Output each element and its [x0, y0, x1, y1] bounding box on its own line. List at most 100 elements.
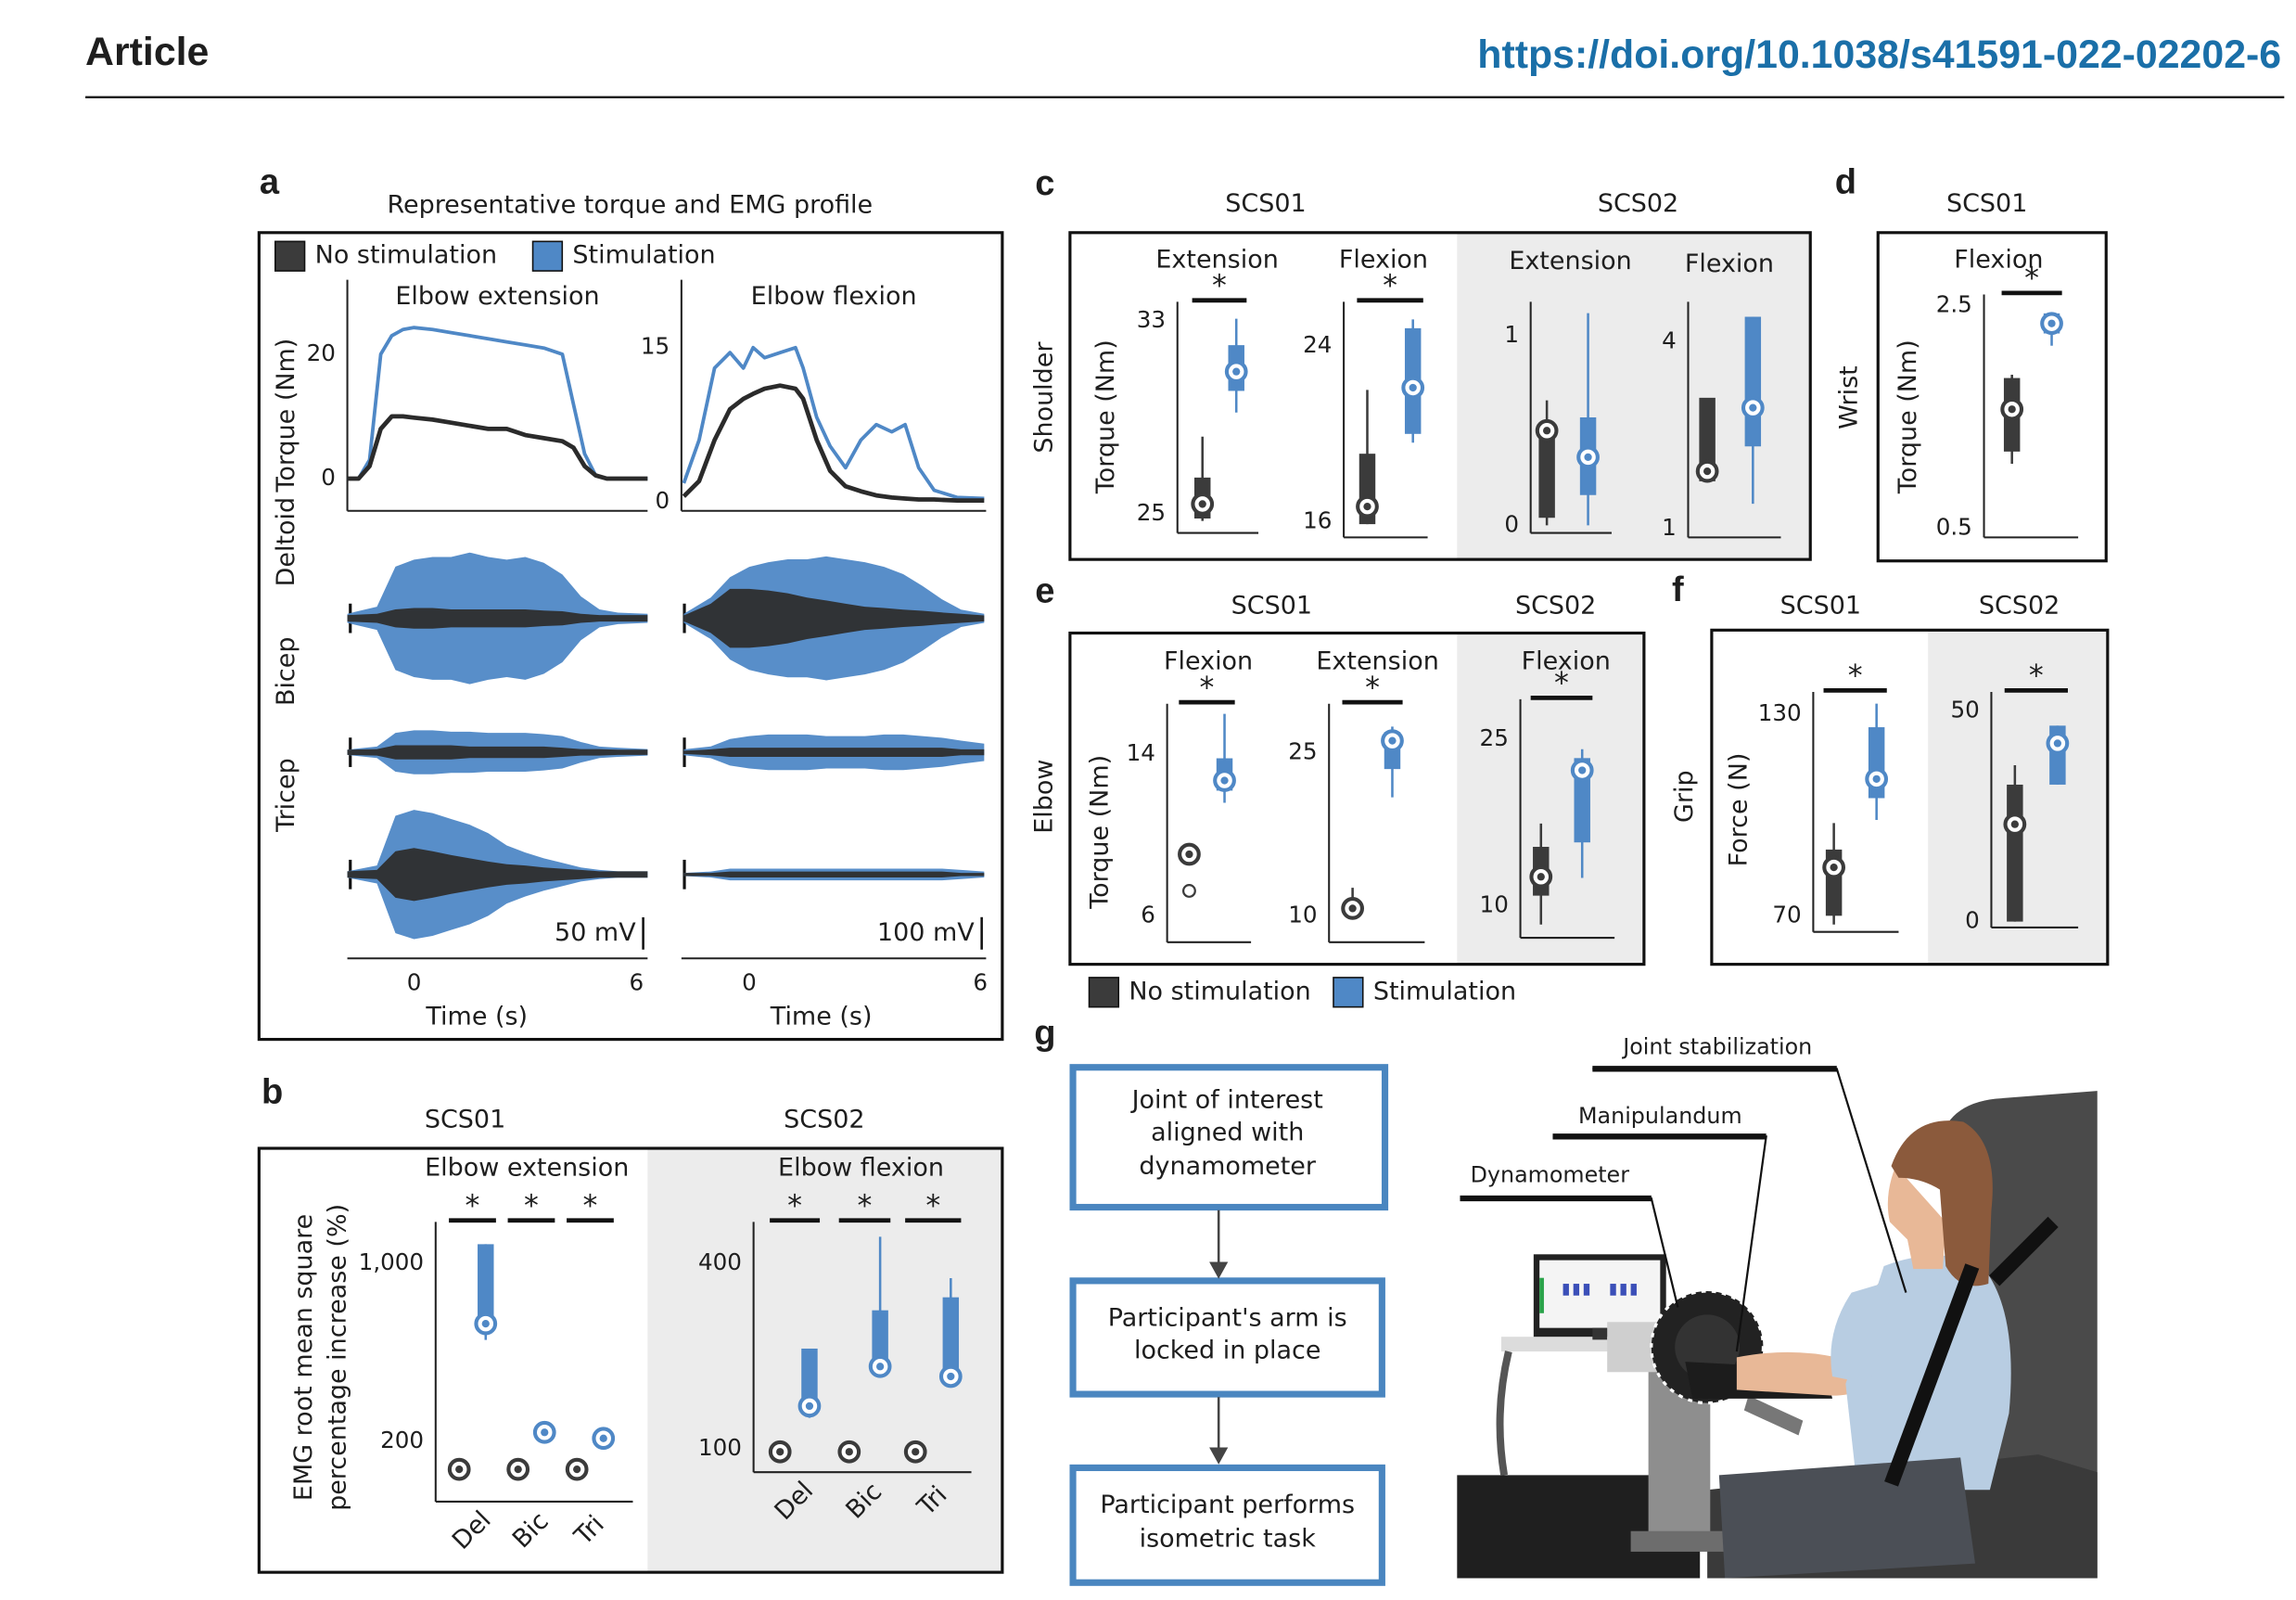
category-label: Tri	[568, 1510, 610, 1552]
panel-frame	[1068, 631, 1646, 966]
scale-bar-label: 50 mV	[555, 918, 636, 947]
median-dot	[2047, 319, 2056, 327]
step-text: Joint of interest	[1130, 1086, 1323, 1115]
panel-letter: f	[1672, 570, 1684, 609]
y-tick-label: 200	[380, 1427, 424, 1453]
significance-star: *	[787, 1190, 802, 1223]
median-dot	[1363, 502, 1371, 511]
median-dot	[1703, 467, 1712, 476]
panel-letter: a	[260, 162, 280, 201]
row-label: Deltoid	[272, 497, 300, 587]
legend-label: Stimulation	[1373, 977, 1516, 1005]
panel-frame	[1710, 628, 2110, 966]
y-tick-label: 24	[1303, 331, 1332, 358]
chart-title: Flexion	[1954, 245, 2043, 274]
panel-letter: b	[261, 1072, 283, 1111]
significance-star: *	[1200, 672, 1215, 705]
group-label: SCS01	[1946, 189, 2027, 218]
median-dot	[805, 1402, 814, 1411]
step-text: isometric task	[1140, 1525, 1317, 1554]
torque-trace	[682, 383, 985, 504]
median-dot	[1232, 367, 1241, 376]
group-label: SCS02	[1515, 591, 1596, 620]
flow-arrows	[1209, 1210, 1229, 1465]
median-dot	[514, 1466, 522, 1474]
y-tick-label: 16	[1303, 507, 1332, 534]
median-dot	[1388, 736, 1397, 745]
box	[1538, 427, 1555, 518]
illustration-label: Manipulandum	[1578, 1103, 1742, 1129]
chart-title: Extension	[1155, 245, 1278, 274]
y-tick-label: 100	[698, 1434, 742, 1461]
step-text: locked in place	[1134, 1337, 1320, 1365]
y-tick-label: 6	[1141, 901, 1155, 928]
median-dot	[1185, 850, 1193, 859]
significance-star: *	[925, 1190, 940, 1223]
significance-star: *	[524, 1190, 539, 1223]
legend-swatch	[1333, 977, 1364, 1008]
illustration-label: Dynamometer	[1471, 1162, 1630, 1188]
y-axis-label: Torque (Nm)	[1086, 755, 1115, 910]
step-text: aligned with	[1151, 1119, 1304, 1147]
median-dot	[1749, 403, 1757, 412]
median-dot	[1198, 500, 1206, 508]
group-label: SCS01	[1231, 591, 1312, 620]
y-tick-label: 14	[1127, 739, 1155, 766]
panel-letter: e	[1035, 572, 1054, 611]
emg-envelope	[683, 748, 985, 757]
box	[942, 1297, 960, 1376]
x-tick-label: 6	[630, 968, 644, 995]
median-dot	[455, 1466, 464, 1474]
legend-label: No stimulation	[1129, 977, 1310, 1005]
median-dot	[599, 1434, 607, 1442]
median-dot	[912, 1448, 920, 1456]
column-title: Elbow flexion	[751, 282, 917, 311]
y-tick-label: 0	[321, 464, 336, 491]
box	[801, 1348, 818, 1406]
step-text: Participant performs	[1100, 1491, 1355, 1519]
median-dot	[541, 1428, 549, 1437]
group-label: SCS02	[1598, 189, 1678, 218]
illustration-label: Joint stabilization	[1621, 1034, 1812, 1060]
median-dot	[1542, 427, 1551, 435]
box	[1744, 316, 1762, 447]
median-dot	[845, 1448, 853, 1456]
chart-title: Flexion	[1339, 245, 1428, 274]
y-tick-label: 20	[307, 339, 336, 366]
scale-bar-label: 100 mV	[877, 918, 975, 947]
section-label: Article	[85, 30, 209, 74]
group-background	[1457, 633, 1644, 965]
median-dot	[1584, 453, 1592, 462]
step-text: dynamometer	[1139, 1152, 1316, 1181]
median-dot	[573, 1466, 581, 1474]
y-tick-label: 4	[1662, 326, 1677, 353]
significance-star: *	[1365, 672, 1380, 705]
panel-title: Representative torque and EMG profile	[387, 191, 873, 220]
median-dot	[1578, 766, 1587, 774]
box	[872, 1310, 888, 1367]
y-axis-label: Torque (Nm)	[1091, 339, 1120, 494]
significance-star: *	[1554, 667, 1569, 700]
legend-swatch	[1088, 977, 1120, 1008]
y-tick-label: 15	[641, 333, 670, 360]
category-label: Del	[447, 1505, 497, 1555]
chart-title: Extension	[1509, 247, 1631, 275]
box	[1699, 397, 1716, 481]
y-axis-label: Force (N)	[1725, 753, 1754, 867]
median-dot	[1830, 864, 1838, 872]
y-tick-label: 1	[1504, 321, 1519, 348]
significance-star: *	[2024, 262, 2039, 296]
group-label: SCS02	[1979, 591, 2060, 620]
doi-link[interactable]: https://doi.org/10.1038/s41591-022-02202…	[1477, 32, 2281, 77]
median-dot	[1220, 776, 1229, 785]
chart-title: Flexion	[1164, 647, 1253, 676]
panel-frame	[257, 231, 1004, 1042]
box	[2007, 784, 2023, 922]
significance-star: *	[466, 1190, 480, 1223]
chart-title: Elbow extension	[425, 1154, 629, 1183]
row-label: Bicep	[272, 637, 300, 707]
chart-title: Flexion	[1522, 647, 1611, 676]
